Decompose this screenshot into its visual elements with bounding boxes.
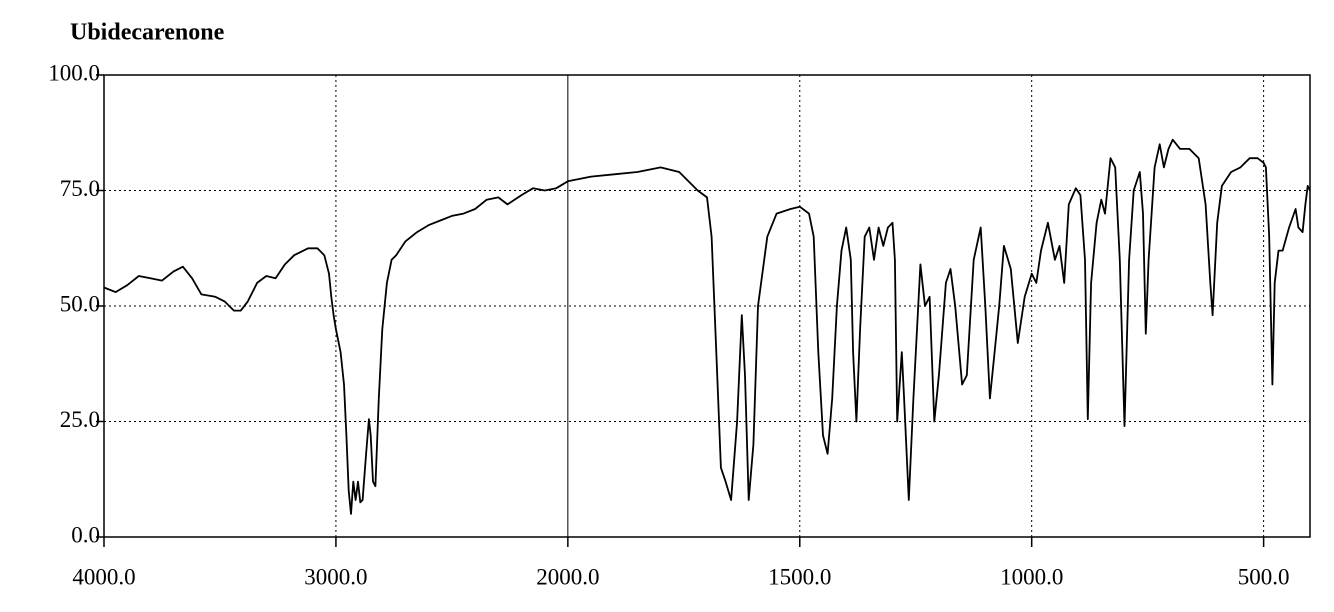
y-tick-label: 25.0 bbox=[60, 407, 100, 432]
y-tick-label: 100.0 bbox=[48, 60, 100, 85]
x-tick-label: 4000.0 bbox=[72, 564, 135, 589]
x-tick-label: 1500.0 bbox=[768, 564, 831, 589]
y-tick-label: 75.0 bbox=[60, 176, 100, 201]
x-tick-label: 2000.0 bbox=[536, 564, 599, 589]
spectrum-line bbox=[103, 138, 1311, 515]
y-tick-label: 50.0 bbox=[60, 291, 100, 316]
x-tick-label: 1000.0 bbox=[1000, 564, 1063, 589]
chart-title: Ubidecarenone bbox=[70, 20, 225, 46]
x-tick-label: 500.0 bbox=[1238, 564, 1290, 589]
y-tick-label: 0.0 bbox=[71, 522, 100, 547]
x-tick-label: 3000.0 bbox=[304, 564, 367, 589]
